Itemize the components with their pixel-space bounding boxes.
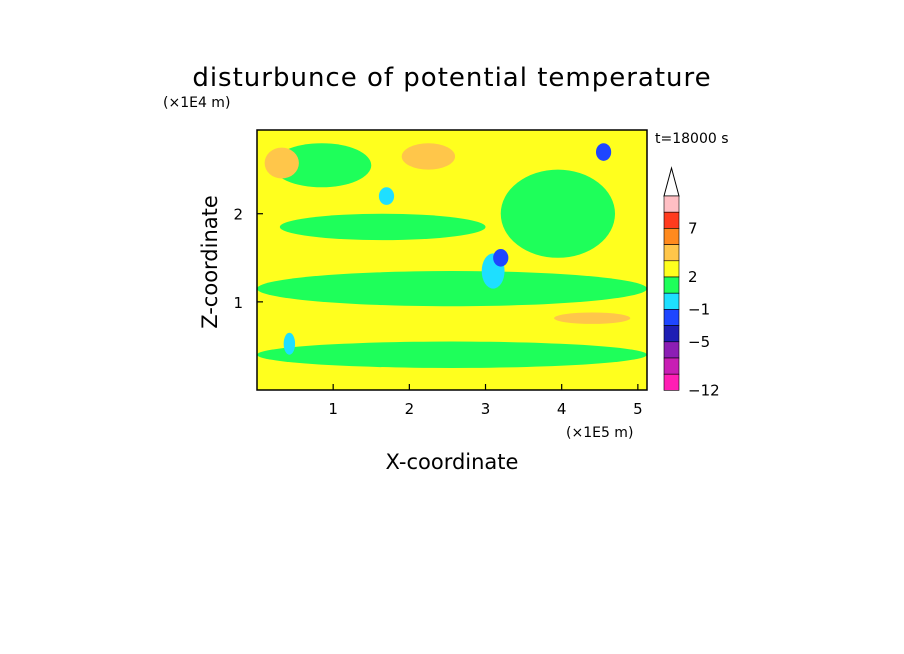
colorbar-cell — [663, 325, 680, 343]
colorbar-cell — [663, 292, 680, 310]
colorbar-label: −12 — [688, 381, 720, 399]
colorbar-label: 7 — [688, 219, 698, 237]
colorbar-cell — [663, 373, 680, 391]
y-tick-label: 2 — [233, 206, 243, 224]
colorbar-cell — [663, 211, 680, 229]
x-tick-label: 5 — [633, 400, 643, 418]
field-region — [283, 332, 296, 355]
y-axis: 12 — [233, 206, 263, 312]
colorbar-label: 2 — [688, 268, 698, 286]
colorbar-cell — [663, 357, 680, 375]
colorbar-cell — [663, 244, 680, 262]
field-region — [595, 143, 612, 161]
heatmap-field — [257, 130, 647, 390]
y-tick-label: 1 — [233, 294, 243, 312]
field-region — [279, 213, 486, 241]
field-region — [500, 169, 616, 258]
field-region — [493, 248, 509, 267]
x-tick-label: 3 — [481, 400, 491, 418]
field-region — [378, 187, 395, 205]
field-region — [257, 341, 647, 368]
colorbar-cell — [663, 276, 680, 294]
colorbar-label: −1 — [688, 300, 710, 318]
colorbar-cell — [663, 309, 680, 326]
colorbar-cell — [663, 341, 680, 359]
x-tick-label: 4 — [557, 400, 567, 418]
colorbar-cell — [663, 260, 680, 278]
colorbar-cell — [663, 228, 680, 245]
x-axis: 1 2 3 4 5 — [328, 384, 643, 418]
x-tick-label: 1 — [328, 400, 338, 418]
y-axis-label: Z-coordinate — [198, 195, 222, 329]
plot-frame — [256, 129, 648, 391]
field-region — [264, 147, 299, 179]
field-region — [401, 143, 456, 170]
field-region — [257, 271, 647, 307]
x-tick-label: 2 — [405, 400, 415, 418]
field-region — [272, 143, 372, 188]
colorbar: 7 2 −1 −5 −12 — [663, 166, 720, 399]
colorbar-extend-arrow — [663, 166, 680, 197]
colorbar-cell — [663, 195, 680, 213]
x-axis-label: X-coordinate — [386, 450, 519, 474]
field-region — [554, 312, 631, 324]
time-label: t=18000 s — [655, 131, 729, 147]
x-scale-label: (×1E5 m) — [566, 425, 633, 441]
y-scale-label: (×1E4 m) — [163, 95, 230, 111]
colorbar-label: −5 — [688, 333, 710, 351]
chart-title: disturbunce of potential temperature — [192, 63, 711, 93]
